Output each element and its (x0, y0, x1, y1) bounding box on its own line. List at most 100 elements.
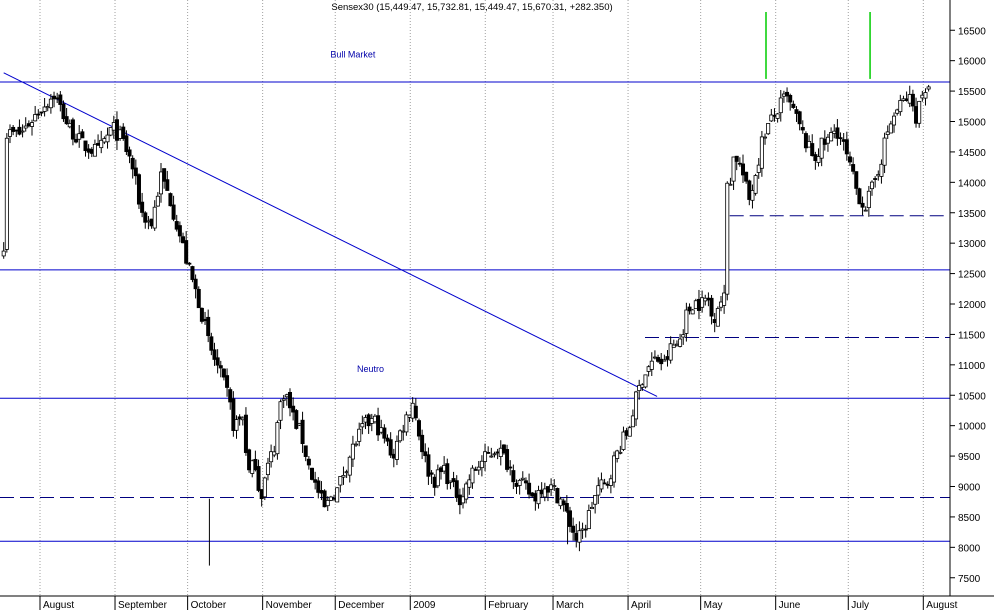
candle-body (391, 453, 396, 459)
candle-body (904, 98, 909, 101)
candle (580, 522, 585, 539)
candle (527, 473, 532, 499)
candle (605, 481, 610, 489)
candle-body (728, 183, 733, 186)
candle (448, 480, 453, 490)
candle-body (596, 485, 601, 496)
candle (17, 119, 22, 136)
candle (709, 294, 714, 325)
candle-body (23, 125, 28, 129)
candle (177, 221, 182, 243)
candle-body (593, 495, 598, 505)
y-tick-label: 8000 (958, 543, 981, 554)
candle-body (590, 506, 595, 510)
candle-body (693, 300, 698, 310)
candle-body (753, 175, 758, 194)
candle (162, 168, 167, 189)
x-tick-label: March (556, 600, 584, 610)
candle-body (580, 528, 585, 531)
x-tick-label: October (191, 600, 227, 610)
candle (322, 489, 327, 508)
candle (83, 140, 88, 157)
candle (574, 523, 579, 548)
candle-body (212, 349, 217, 360)
candle (612, 451, 617, 488)
candle (807, 135, 812, 148)
candle-body (14, 129, 19, 132)
candle-body (772, 114, 777, 117)
candle (681, 329, 686, 345)
candle (552, 479, 557, 492)
y-tick-label: 16500 (958, 26, 986, 37)
candle (74, 133, 79, 144)
candle (382, 424, 387, 444)
candle (731, 156, 736, 190)
candle (86, 144, 91, 159)
candle (879, 159, 884, 184)
candle-body (360, 423, 365, 428)
candle-body (42, 106, 47, 112)
candle-body (136, 174, 141, 205)
candle (718, 296, 723, 312)
candle (457, 488, 462, 515)
candle (753, 173, 758, 196)
candle-body (866, 190, 871, 209)
candle (917, 100, 922, 128)
candle (1, 242, 6, 259)
candle (96, 134, 101, 146)
candle (369, 413, 374, 432)
candle-body (816, 156, 821, 163)
candle (549, 478, 554, 496)
candle-body (67, 123, 72, 128)
candle-body (470, 467, 475, 484)
candle (313, 471, 318, 490)
candle-body (124, 135, 129, 152)
y-axis: 7500 8000 8500 9000 9500 10000 10500 11000 11500… (949, 0, 986, 596)
candle-body (791, 103, 796, 108)
candle (659, 352, 664, 371)
candle (593, 495, 598, 514)
candle-body (196, 288, 201, 309)
candle (297, 422, 302, 426)
candle-body (64, 116, 69, 125)
candle-body (438, 467, 443, 473)
candle-body (778, 97, 783, 114)
candle-body (627, 427, 632, 437)
candle (158, 163, 163, 203)
candle (520, 471, 525, 482)
candle-body (797, 111, 802, 125)
x-tick-label: April (631, 600, 651, 610)
candle-body (48, 98, 53, 109)
y-tick-label: 9000 (958, 483, 981, 494)
candle (630, 409, 635, 428)
candle (586, 504, 591, 530)
candle-body (873, 178, 878, 180)
candle (70, 117, 75, 146)
candle-body (259, 489, 264, 500)
candle-body (712, 319, 717, 324)
candle-body (363, 417, 368, 423)
candle-body (545, 486, 550, 493)
candle (492, 451, 497, 458)
candle (23, 117, 28, 132)
candle (347, 455, 352, 483)
candle (728, 177, 733, 186)
candle-body (910, 93, 915, 107)
candle (231, 391, 236, 437)
candle (649, 352, 654, 376)
candle (844, 131, 849, 161)
candle-body (300, 419, 305, 445)
candle (508, 460, 513, 476)
candle-body (140, 201, 145, 213)
candle (11, 125, 16, 136)
candle-body (77, 133, 82, 140)
candle (561, 498, 566, 512)
x-tick-label: February (488, 600, 528, 610)
candle (888, 120, 893, 134)
candle-body (533, 493, 538, 502)
candle-body (284, 394, 289, 398)
candle (234, 415, 239, 439)
candle (882, 132, 887, 174)
candle-body (618, 451, 623, 454)
x-tick-label: December (338, 600, 385, 610)
